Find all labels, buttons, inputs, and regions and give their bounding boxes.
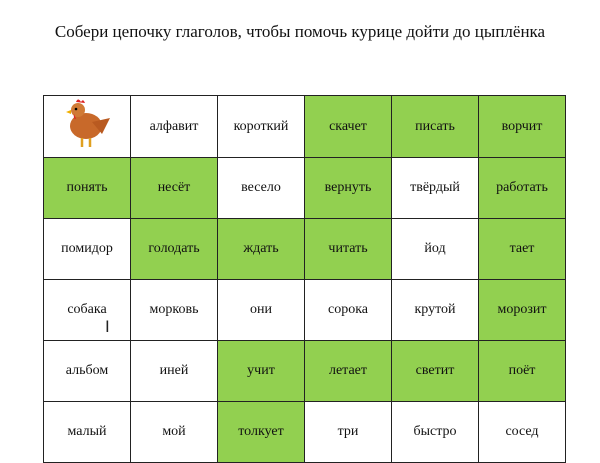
grid-row: помидор голодать ждать читать йод тает: [43, 218, 566, 280]
word-label: ждать: [243, 241, 279, 256]
word-cell[interactable]: помидор: [43, 218, 131, 280]
word-cell[interactable]: писать: [391, 95, 479, 158]
word-cell[interactable]: йод: [391, 218, 479, 280]
grid-row: альбом иней учит летает светит поёт: [43, 340, 566, 402]
word-cell[interactable]: алфавит: [130, 95, 218, 158]
word-label: учит: [247, 363, 275, 378]
word-cell[interactable]: весело: [217, 157, 305, 219]
word-label: иней: [159, 363, 189, 378]
word-label: голодать: [148, 241, 200, 256]
word-label: читать: [328, 241, 368, 256]
word-cell[interactable]: крутой: [391, 279, 479, 341]
word-grid: алфавит короткий скачет писать ворчит понять н…: [43, 95, 566, 463]
word-label: тает: [509, 241, 535, 256]
word-cell[interactable]: учит: [217, 340, 305, 402]
word-label: альбом: [65, 363, 109, 378]
word-cell[interactable]: собака: [43, 279, 131, 341]
grid-row: малый мой толкует три быстро сосед: [43, 401, 566, 463]
word-label: сорока: [327, 302, 369, 317]
word-label: они: [250, 302, 272, 317]
word-cell[interactable]: они: [217, 279, 305, 341]
word-cell[interactable]: читать: [304, 218, 392, 280]
word-label: быстро: [413, 424, 457, 439]
word-label: скачет: [329, 118, 367, 134]
word-cell[interactable]: понять: [43, 157, 131, 219]
word-cell[interactable]: светит: [391, 340, 479, 402]
word-cell[interactable]: голодать: [130, 218, 218, 280]
hen-cell[interactable]: [43, 95, 131, 158]
word-label: крутой: [414, 302, 456, 317]
word-label: короткий: [233, 118, 289, 134]
word-label: три: [337, 424, 359, 439]
word-label: толкует: [238, 424, 284, 439]
word-label: работать: [496, 180, 548, 195]
word-label: сосед: [505, 424, 539, 439]
grid-row: алфавит короткий скачет писать ворчит: [43, 95, 566, 158]
word-label: йод: [424, 241, 446, 256]
word-cell[interactable]: ворчит: [478, 95, 566, 158]
word-label: алфавит: [149, 118, 199, 134]
word-label: несёт: [157, 180, 191, 195]
word-cell[interactable]: быстро: [391, 401, 479, 463]
word-cell[interactable]: морозит: [478, 279, 566, 341]
word-cell[interactable]: иней: [130, 340, 218, 402]
word-cell[interactable]: короткий: [217, 95, 305, 158]
text-cursor-icon: I: [105, 317, 110, 336]
word-cell[interactable]: несёт: [130, 157, 218, 219]
word-label: понять: [66, 180, 108, 195]
word-cell[interactable]: вернуть: [304, 157, 392, 219]
word-cell[interactable]: толкует: [217, 401, 305, 463]
word-cell[interactable]: твёрдый: [391, 157, 479, 219]
word-cell[interactable]: тает: [478, 218, 566, 280]
word-label: светит: [415, 363, 455, 378]
word-label: весело: [241, 180, 281, 195]
word-cell[interactable]: три: [304, 401, 392, 463]
hen-icon: [66, 99, 110, 147]
word-label: мой: [162, 424, 186, 439]
word-cell[interactable]: ждать: [217, 218, 305, 280]
word-label: летает: [328, 363, 368, 378]
word-label: малый: [67, 424, 107, 439]
word-label: поёт: [508, 363, 536, 378]
word-cell[interactable]: сорока: [304, 279, 392, 341]
word-cell[interactable]: малый: [43, 401, 131, 463]
grid-row: понять несёт весело вернуть твёрдый работать: [43, 157, 566, 219]
word-label: писать: [415, 118, 455, 134]
word-label: помидор: [61, 241, 113, 256]
word-cell[interactable]: альбом: [43, 340, 131, 402]
word-label: собака: [67, 302, 107, 317]
word-label: морозит: [497, 302, 547, 317]
word-cell[interactable]: морковь: [130, 279, 218, 341]
word-cell[interactable]: летает: [304, 340, 392, 402]
word-label: твёрдый: [410, 180, 460, 195]
word-cell[interactable]: мой: [130, 401, 218, 463]
word-label: морковь: [149, 302, 199, 317]
page-title: Собери цепочку глаголов, чтобы помочь ку…: [54, 22, 546, 41]
word-label: вернуть: [324, 180, 372, 195]
grid-row: собака морковь они сорока крутой морозит: [43, 279, 566, 341]
word-cell[interactable]: работать: [478, 157, 566, 219]
word-cell[interactable]: скачет: [304, 95, 392, 158]
word-cell[interactable]: поёт: [478, 340, 566, 402]
word-cell[interactable]: сосед: [478, 401, 566, 463]
word-label: ворчит: [501, 118, 543, 134]
